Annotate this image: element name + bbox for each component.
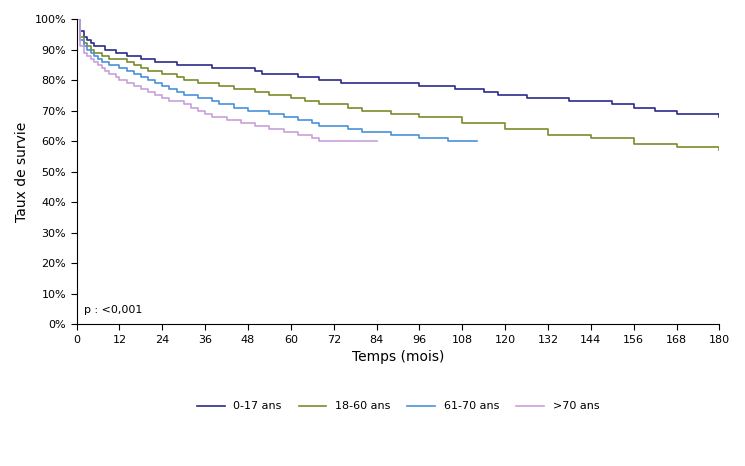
18-60 ans [458, 120, 467, 126]
>70 ans [97, 65, 106, 71]
>70 ans [308, 135, 317, 141]
0-17 ans [208, 65, 217, 71]
>70 ans [79, 50, 88, 55]
>70 ans [172, 99, 181, 104]
>70 ans [83, 53, 92, 58]
>70 ans [244, 120, 253, 126]
>70 ans [236, 120, 245, 126]
18-60 ans [72, 16, 81, 22]
0-17 ans [251, 68, 260, 74]
>70 ans [194, 108, 203, 113]
X-axis label: Temps (mois): Temps (mois) [352, 350, 444, 364]
>70 ans [122, 80, 131, 86]
>70 ans [104, 71, 113, 77]
Y-axis label: Taux de survie: Taux de survie [15, 122, 29, 222]
>70 ans [358, 138, 367, 144]
18-60 ans [715, 148, 724, 153]
>70 ans [329, 138, 338, 144]
61-70 ans [387, 132, 396, 138]
0-17 ans [715, 114, 724, 119]
0-17 ans [265, 71, 274, 77]
0-17 ans [329, 77, 338, 83]
>70 ans [76, 44, 85, 49]
>70 ans [86, 56, 95, 62]
>70 ans [101, 68, 110, 74]
Line: 18-60 ans: 18-60 ans [77, 19, 720, 151]
>70 ans [136, 86, 145, 92]
>70 ans [165, 99, 174, 104]
18-60 ans [108, 56, 117, 62]
0-17 ans [215, 65, 224, 71]
>70 ans [112, 74, 121, 80]
>70 ans [322, 138, 331, 144]
Line: 0-17 ans: 0-17 ans [77, 19, 720, 116]
Legend: 0-17 ans, 18-60 ans, 61-70 ans, >70 ans: 0-17 ans, 18-60 ans, 61-70 ans, >70 ans [192, 397, 603, 416]
61-70 ans [315, 123, 324, 129]
>70 ans [158, 96, 167, 101]
>70 ans [208, 114, 217, 119]
61-70 ans [472, 138, 481, 144]
>70 ans [186, 105, 195, 110]
>70 ans [222, 117, 231, 123]
>70 ans [90, 59, 99, 64]
61-70 ans [265, 111, 274, 116]
61-70 ans [72, 16, 81, 22]
>70 ans [272, 126, 281, 132]
61-70 ans [443, 138, 452, 144]
18-60 ans [122, 59, 131, 64]
Line: 61-70 ans: 61-70 ans [77, 19, 477, 141]
0-17 ans [72, 16, 81, 22]
Text: p : <0,001: p : <0,001 [83, 305, 142, 315]
>70 ans [301, 132, 310, 138]
>70 ans [180, 102, 188, 107]
18-60 ans [672, 144, 681, 150]
61-70 ans [244, 108, 253, 113]
>70 ans [215, 114, 224, 119]
>70 ans [372, 138, 381, 144]
>70 ans [279, 129, 288, 135]
>70 ans [343, 138, 352, 144]
>70 ans [286, 129, 295, 135]
>70 ans [115, 77, 124, 83]
>70 ans [229, 117, 238, 123]
>70 ans [258, 123, 267, 129]
>70 ans [315, 138, 324, 144]
>70 ans [144, 89, 153, 95]
>70 ans [94, 62, 103, 68]
>70 ans [265, 126, 274, 132]
>70 ans [251, 123, 260, 129]
>70 ans [294, 132, 302, 138]
61-70 ans [130, 71, 139, 77]
>70 ans [130, 83, 139, 89]
18-60 ans [172, 74, 181, 80]
>70 ans [72, 16, 81, 22]
61-70 ans [251, 108, 260, 113]
0-17 ans [136, 56, 145, 62]
>70 ans [108, 71, 117, 77]
>70 ans [150, 93, 159, 98]
Line: >70 ans: >70 ans [77, 19, 376, 141]
18-60 ans [94, 50, 103, 55]
>70 ans [200, 111, 209, 116]
